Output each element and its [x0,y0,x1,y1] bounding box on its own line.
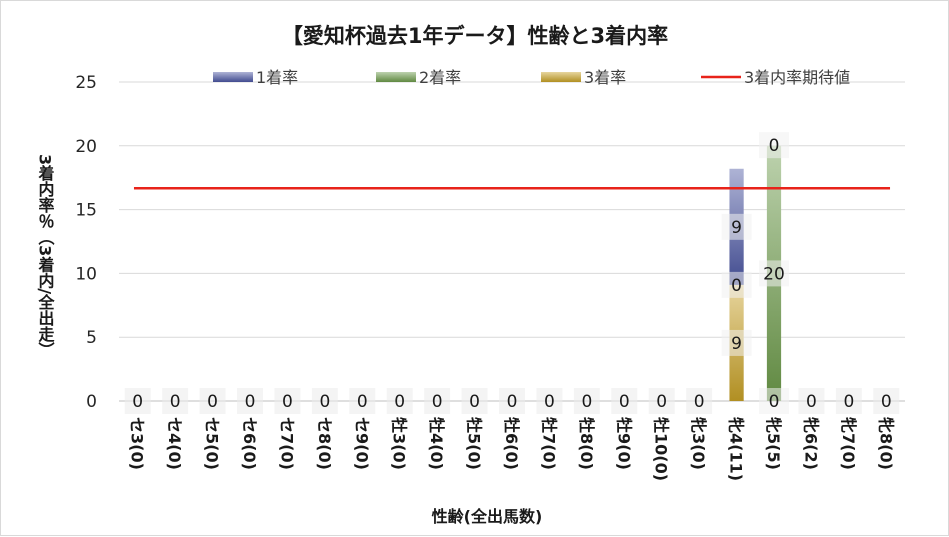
data-label-bg [349,388,376,414]
y-tick-label: 20 [75,137,97,157]
data-label: 9 [731,334,742,354]
x-tick-label: 牡4(0) [427,417,446,470]
x-tick-label: 牡6(0) [502,417,521,470]
x-tick-label: セ5(0) [203,417,222,470]
data-label: 0 [432,392,443,412]
x-tick-label: 牝8(0) [876,417,895,470]
legend-label: 3着内率期待値 [744,68,850,87]
x-tick-label: セ9(0) [352,417,371,470]
legend-label: 2着率 [419,68,461,87]
data-label-bg [873,388,900,414]
data-label-bg [311,388,338,414]
data-label: 0 [731,276,742,296]
data-label-bg [611,388,638,414]
data-label: 0 [207,392,218,412]
y-tick-label: 0 [86,392,97,412]
x-tick-label: セ6(0) [240,417,259,470]
x-tick-label: 牝7(0) [839,417,858,470]
data-label-bg [199,388,226,414]
data-label-bg [536,388,563,414]
legend-swatch-1着率 [213,72,253,82]
x-tick-label: セ8(0) [315,417,334,470]
y-tick-label: 15 [75,201,97,221]
x-tick-label: 牝5(5) [764,417,783,470]
data-label-bg [686,388,713,414]
y-axis-label: 3着内率％（3着内/全出走） [36,154,56,358]
data-label-bg [573,388,600,414]
x-tick-label: 牡9(0) [614,417,633,470]
data-label-bg [461,388,488,414]
data-label: 0 [132,392,143,412]
data-label: 9 [731,218,742,238]
data-label: 0 [394,392,405,412]
y-tick-label: 25 [75,73,97,93]
data-label-bg [721,329,752,356]
data-label: 0 [282,392,293,412]
x-tick-label: 牡10(0) [652,417,671,481]
legend-label: 1着率 [256,68,298,87]
data-label: 0 [245,392,256,412]
data-label-bg [386,388,413,414]
data-label-bg [274,388,301,414]
legend-label: 3着率 [584,68,626,87]
x-tick-label: 牝4(11) [727,417,746,481]
data-label: 0 [769,392,780,412]
data-label-bg [648,388,675,414]
data-label-bg [835,388,862,414]
x-tick-label: セ7(0) [277,417,296,470]
data-label-bg [237,388,263,414]
data-label: 0 [843,392,854,412]
data-label: 0 [881,392,892,412]
data-label-bg [124,388,151,414]
data-label-bg [721,213,752,240]
y-tick-label: 10 [75,264,97,284]
x-tick-label: 牡7(0) [539,417,558,470]
data-label-bg [759,388,789,414]
data-label: 0 [581,392,592,412]
data-label-bg [499,388,525,414]
x-tick-label: セ3(0) [128,417,147,470]
y-tick-label: 5 [86,328,97,348]
x-tick-label: 牝3(0) [689,417,708,470]
data-label: 0 [806,392,817,412]
legend-swatch-3着率 [541,72,581,82]
x-tick-label: セ4(0) [165,417,184,470]
data-label: 0 [656,392,667,412]
data-label: 0 [769,136,780,156]
data-label: 0 [507,392,518,412]
data-label: 0 [357,392,368,412]
data-label: 0 [469,392,480,412]
data-label: 0 [170,392,181,412]
data-label-bg [162,388,189,414]
x-tick-label: 牡3(0) [390,417,409,470]
legend-swatch-2着率 [376,72,416,82]
data-label: 0 [544,392,555,412]
data-label: 0 [694,392,705,412]
x-tick-label: 牡8(0) [577,417,596,470]
data-label-bg [424,388,451,414]
x-tick-label: 牝6(2) [801,417,820,470]
chart-title: 【愛知杯過去1年データ】性齢と3着内率 [282,24,668,48]
data-label-bg [798,388,825,414]
data-label: 0 [619,392,630,412]
data-label: 20 [763,264,785,284]
data-label: 0 [319,392,330,412]
data-label-bg [759,132,789,159]
data-label-bg [721,271,752,298]
x-tick-label: 牡5(0) [465,417,484,470]
x-axis-label: 性齢(全出馬数) [432,507,543,526]
data-label-bg [759,260,789,287]
